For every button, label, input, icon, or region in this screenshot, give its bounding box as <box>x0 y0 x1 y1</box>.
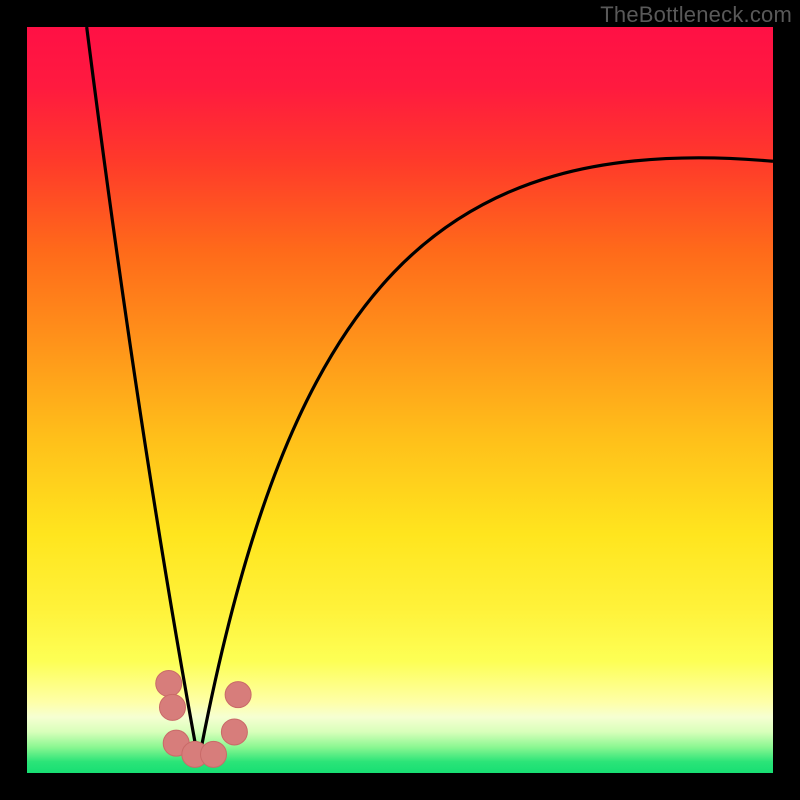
data-marker <box>221 719 247 745</box>
data-marker <box>201 741 227 767</box>
data-marker <box>156 670 182 696</box>
chart-stage: TheBottleneck.com <box>0 0 800 800</box>
data-marker <box>225 682 251 708</box>
data-marker <box>159 694 185 720</box>
bottleneck-chart-svg <box>0 0 800 800</box>
